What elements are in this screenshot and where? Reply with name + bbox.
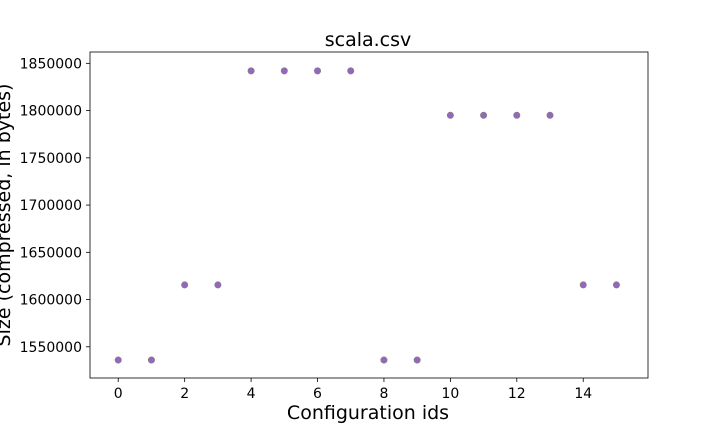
data-point (380, 356, 388, 364)
data-points (114, 67, 620, 364)
y-tick-label: 1600000 (20, 293, 82, 309)
data-point (612, 281, 620, 289)
x-tick-label: 10 (441, 386, 459, 402)
x-axis: 0 2 4 6 8 10 12 14 (114, 378, 592, 402)
y-tick-label: 1750000 (20, 151, 82, 167)
y-axis: 1550000 1600000 1650000 1700000 1750000 18000… (20, 56, 90, 356)
y-tick-label: 1550000 (20, 340, 82, 356)
y-tick-label: 1650000 (20, 245, 82, 261)
data-point (413, 356, 421, 364)
y-axis-label: Size (compressed, in bytes) (0, 84, 15, 347)
data-point (147, 356, 155, 364)
chart-title: scala.csv (325, 29, 412, 51)
data-point (181, 281, 189, 289)
x-axis-label: Configuration ids (287, 402, 449, 424)
data-point (280, 67, 288, 75)
x-tick-label: 14 (574, 386, 592, 402)
plot-frame (89, 51, 649, 379)
x-tick-label: 8 (379, 386, 388, 402)
data-point (214, 281, 222, 289)
data-point (446, 111, 454, 119)
y-tick-label: 1800000 (20, 104, 82, 120)
data-point (314, 67, 322, 75)
x-tick-label: 12 (508, 386, 526, 402)
x-tick-label: 0 (114, 386, 123, 402)
x-tick-label: 4 (247, 386, 256, 402)
data-point (480, 111, 488, 119)
data-point (546, 111, 554, 119)
y-tick-label: 1850000 (20, 56, 82, 72)
x-tick-label: 6 (313, 386, 322, 402)
x-tick-label: 2 (180, 386, 189, 402)
y-tick-label: 1700000 (20, 198, 82, 214)
data-point (114, 356, 122, 364)
data-point (347, 67, 355, 75)
data-point (513, 111, 521, 119)
data-point (247, 67, 255, 75)
data-point (579, 281, 587, 289)
